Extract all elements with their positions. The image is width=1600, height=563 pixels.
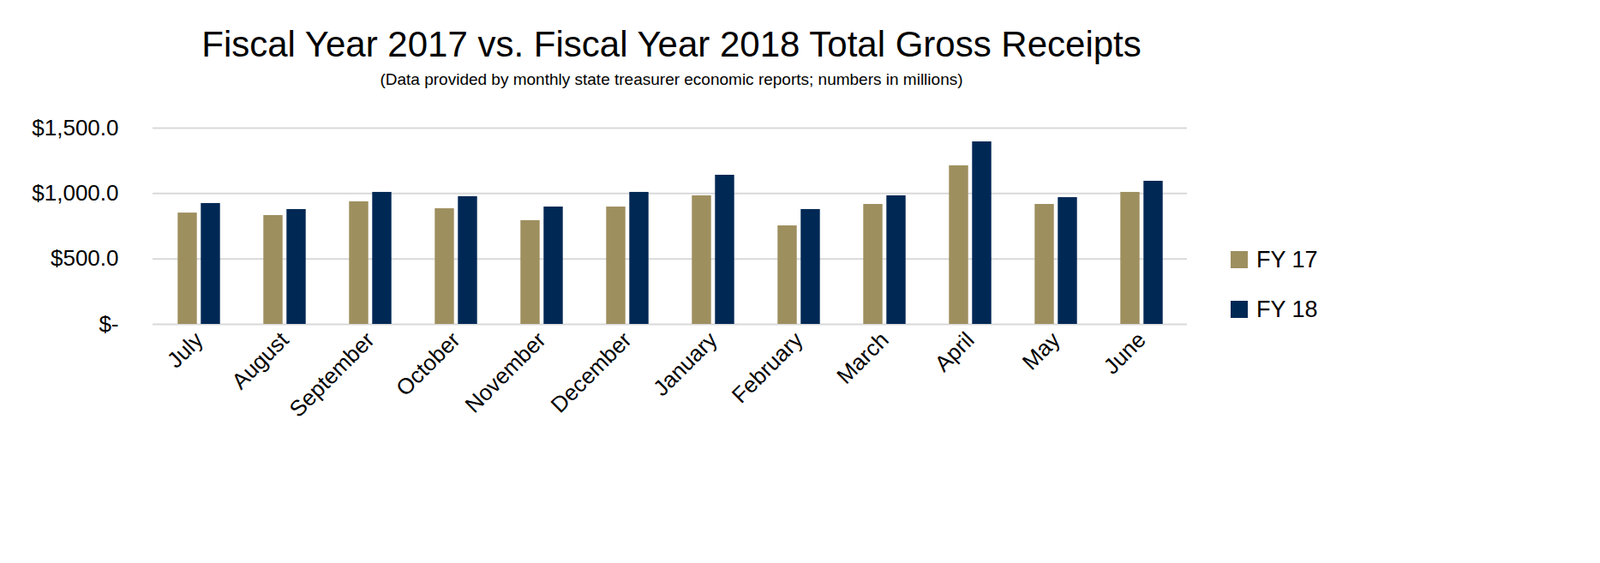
svg-text:May: May (1017, 326, 1066, 375)
svg-text:October: October (390, 326, 466, 402)
html-text:(Data provided by monthly stat: (Data provided by monthly state treasure… (380, 70, 963, 89)
svg-text:$1,500.0: $1,500.0 (31, 114, 119, 141)
svg-text:$1,000.0: $1,000.0 (31, 179, 119, 206)
html-text:FY 18: FY 18 (1256, 296, 1318, 322)
svg-text:July: July (161, 326, 209, 373)
svg-text:April: April (929, 326, 980, 377)
svg-text:February: February (726, 326, 809, 408)
svg-text:December: December (545, 326, 637, 418)
svg-text:August: August (226, 326, 294, 395)
svg-text:$500.0: $500.0 (50, 245, 120, 271)
svg-text:September: September (283, 326, 379, 422)
svg-text:June: June (1098, 326, 1151, 379)
svg-text:$-: $- (98, 311, 119, 337)
svg-text:January: January (647, 326, 723, 402)
html-text:FY 17: FY 17 (1256, 246, 1318, 273)
svg-text:November: November (460, 326, 552, 418)
html-text:Fiscal Year 2017 vs. Fiscal Ye: Fiscal Year 2017 vs. Fiscal Year 2018 To… (201, 23, 1142, 65)
svg-text:March: March (831, 326, 893, 389)
